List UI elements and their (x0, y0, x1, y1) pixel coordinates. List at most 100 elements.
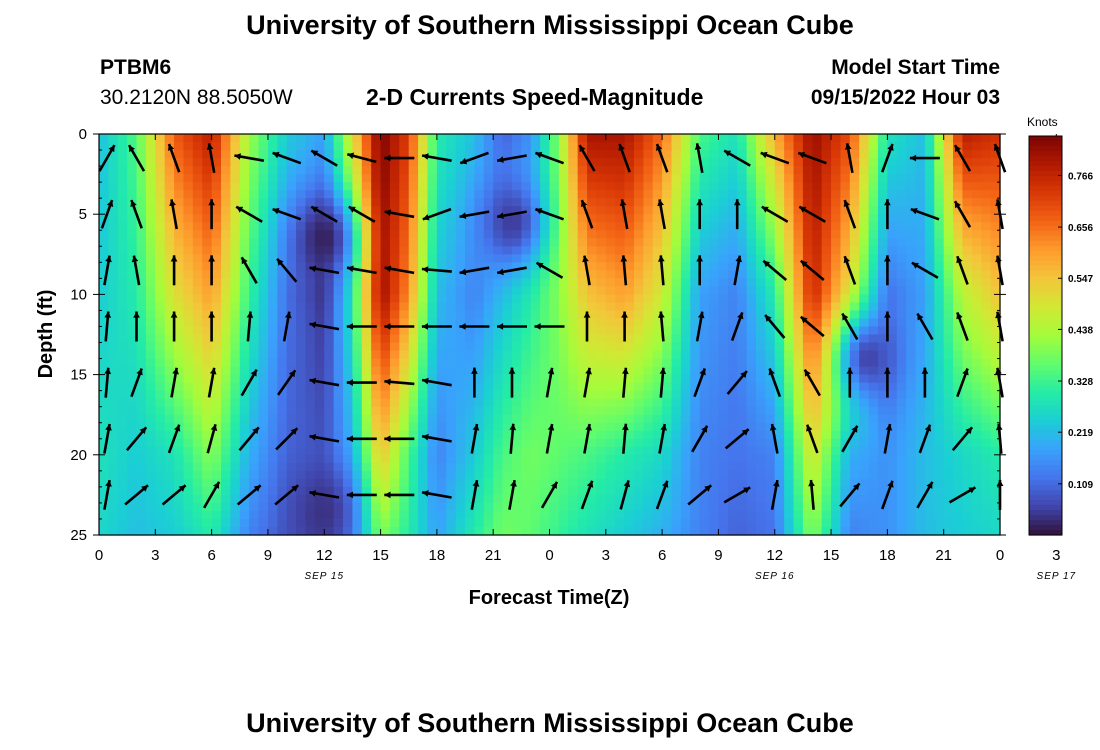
heatmap-cell (389, 182, 400, 191)
heatmap-cell (971, 318, 982, 328)
heatmap-cell (849, 294, 860, 304)
heatmap-cell (483, 190, 494, 199)
heatmap-cell (943, 214, 954, 223)
heatmap-cell (709, 470, 720, 480)
heatmap-cell (746, 262, 757, 271)
heatmap-cell (239, 134, 250, 143)
heatmap-cell (296, 302, 307, 312)
heatmap-cell (765, 134, 776, 143)
heatmap-cell (389, 278, 400, 287)
heatmap-cell (361, 438, 372, 448)
heatmap-cell (267, 142, 278, 151)
heatmap-cell (399, 366, 410, 376)
heatmap-cell (877, 182, 888, 191)
heatmap-cell (333, 510, 344, 520)
heatmap-cell (934, 462, 945, 472)
heatmap-cell (652, 174, 663, 183)
heatmap-cell (558, 462, 569, 472)
current-vector (421, 433, 452, 443)
heatmap-cell (361, 414, 372, 424)
heatmap-cell (371, 454, 382, 464)
heatmap-cell (934, 350, 945, 360)
heatmap-cell (155, 494, 166, 504)
heatmap-cell (127, 374, 138, 384)
heatmap-cell (371, 358, 382, 368)
heatmap-cell (521, 278, 532, 287)
heatmap-cell (849, 310, 860, 320)
heatmap-cell (164, 350, 175, 360)
heatmap-cell (258, 422, 269, 432)
heatmap-cell (680, 486, 691, 496)
heatmap-cell (530, 326, 541, 336)
heatmap-cell (202, 278, 213, 287)
heatmap-cell (267, 334, 278, 344)
heatmap-cell (680, 510, 691, 520)
heatmap-cell (774, 206, 785, 215)
current-vector (884, 311, 891, 342)
heatmap-cell (221, 422, 231, 432)
heatmap-cell (859, 318, 870, 328)
heatmap-cell (145, 446, 156, 456)
heatmap-cell (765, 510, 776, 520)
heatmap-cell (314, 286, 325, 295)
heatmap-cell (427, 166, 438, 175)
heatmap-cell (380, 438, 391, 448)
heatmap-cell (521, 390, 532, 400)
heatmap-cell (718, 334, 729, 344)
heatmap-cell (211, 486, 222, 496)
heatmap-cell (127, 414, 138, 424)
heatmap-cell (953, 494, 964, 504)
heatmap-cell (136, 238, 147, 247)
heatmap-cell (784, 230, 795, 239)
heatmap-cell (352, 318, 363, 328)
heatmap-cell (877, 294, 888, 304)
heatmap-cell (211, 278, 222, 287)
heatmap-cell (267, 254, 278, 263)
heatmap-cell (699, 454, 710, 464)
heatmap-cell (465, 406, 476, 416)
heatmap-cell (774, 166, 785, 175)
heatmap-cell (127, 238, 138, 247)
heatmap-cell (174, 446, 185, 456)
heatmap-cell (361, 454, 372, 464)
current-vector (208, 311, 215, 342)
heatmap-cell (427, 470, 438, 480)
heatmap-cell (699, 510, 710, 520)
heatmap-cell (361, 510, 372, 520)
heatmap-cell (352, 366, 363, 376)
heatmap-cell (643, 150, 654, 159)
heatmap-cell (211, 414, 222, 424)
heatmap-cell (784, 238, 795, 247)
heatmap-cell (511, 158, 522, 167)
heatmap-cell (727, 358, 738, 368)
heatmap-cell (859, 270, 870, 279)
heatmap-cell (418, 230, 429, 239)
heatmap-cell (849, 158, 860, 167)
heatmap-cell (662, 462, 673, 472)
heatmap-cell (277, 230, 288, 239)
heatmap-cell (896, 334, 907, 344)
current-vector (169, 199, 178, 230)
current-vector (726, 370, 748, 395)
heatmap-cell (164, 526, 175, 536)
heatmap-cell (174, 190, 185, 199)
heatmap-cell (755, 486, 766, 496)
heatmap-cell (718, 214, 729, 223)
heatmap-cell (183, 350, 194, 360)
heatmap-cell (296, 198, 307, 207)
heatmap-cell (314, 398, 325, 408)
heatmap-cell (249, 270, 260, 279)
heatmap-cell (587, 270, 598, 279)
heatmap-cell (474, 166, 485, 175)
heatmap-cell (408, 398, 419, 408)
heatmap-cell (399, 318, 410, 328)
heatmap-cell (690, 206, 701, 215)
heatmap-cell (812, 142, 823, 151)
heatmap-cell (249, 510, 260, 520)
heatmap-cell (530, 318, 541, 328)
heatmap-cell (371, 518, 382, 528)
heatmap-cell (324, 134, 335, 143)
heatmap-cell (690, 182, 701, 191)
heatmap-cell (408, 142, 419, 151)
heatmap-cell (971, 246, 982, 255)
